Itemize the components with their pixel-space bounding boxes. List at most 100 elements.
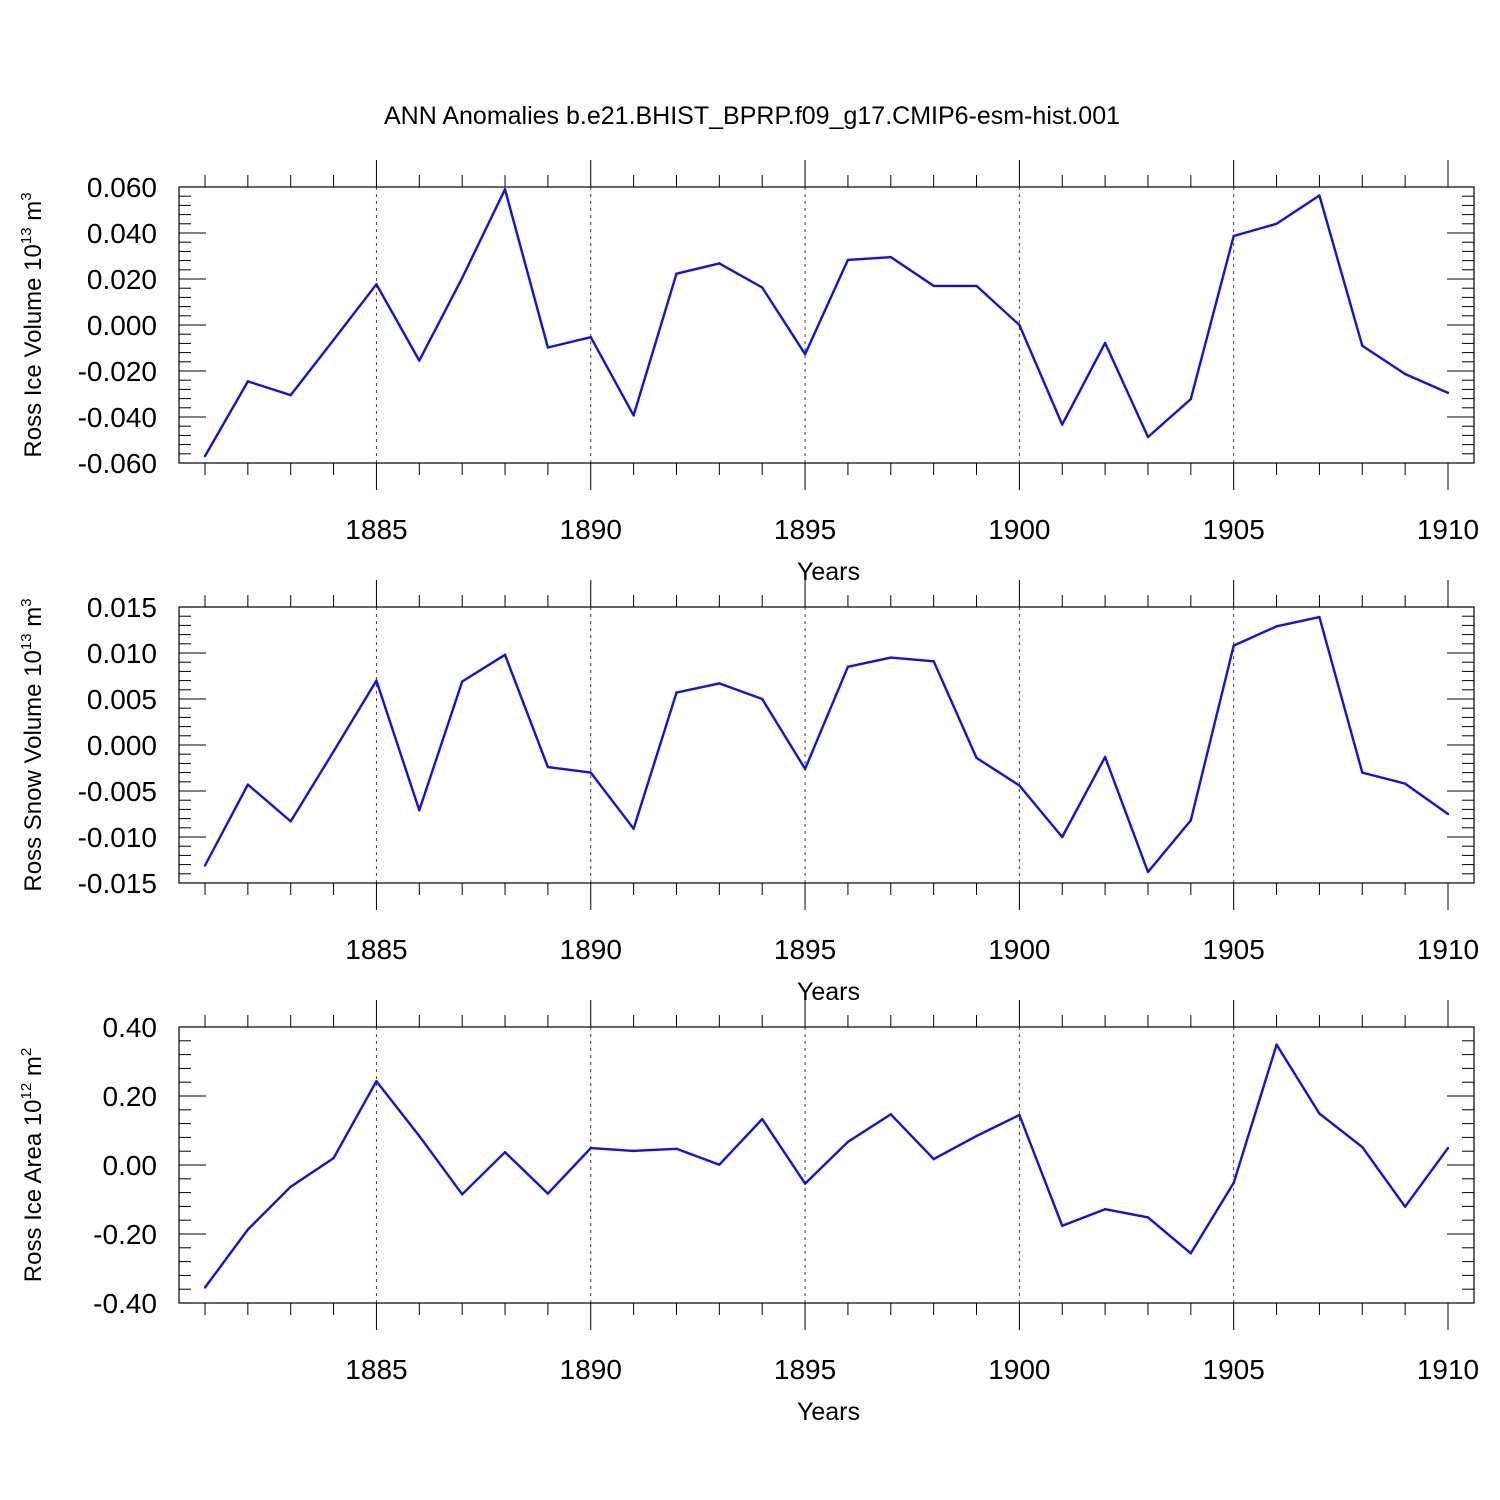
- data-point: [1446, 812, 1450, 816]
- y-tick-label: 0.00: [103, 1150, 158, 1181]
- y-axis-label-unit: m: [20, 1056, 47, 1083]
- y-tick-label: -0.20: [93, 1219, 157, 1250]
- data-point: [889, 255, 892, 259]
- data-point: [1189, 1252, 1193, 1255]
- data-point: [1018, 784, 1021, 787]
- y-tick-label: 0.40: [103, 1012, 158, 1043]
- data-point: [503, 653, 507, 657]
- plot-frame: [178, 186, 1475, 464]
- data-point: [203, 454, 207, 458]
- chart-panels: -0.060 -0.040 -0.020 0.000 0.020 0.040 0.060 18…: [18, 160, 1479, 1426]
- x-tick-label: 1905: [1203, 514, 1265, 545]
- data-point: [718, 262, 721, 265]
- y-tick-label: -0.40: [93, 1288, 157, 1319]
- data-point: [632, 414, 635, 417]
- data-point: [1275, 1043, 1278, 1046]
- data-point: [1146, 1216, 1150, 1219]
- data-point: [1318, 194, 1321, 197]
- data-point: [1189, 397, 1193, 401]
- data-point: [803, 353, 807, 356]
- data-point: [1361, 771, 1364, 774]
- y-tick-label: 0.020: [87, 264, 157, 295]
- data-point: [1232, 644, 1235, 647]
- data-point: [932, 284, 935, 288]
- x-axis-label: Years: [797, 1398, 860, 1426]
- data-point: [1061, 1224, 1064, 1227]
- chart-panel-3: -0.40 -0.20 0.00 0.20 0.40 1885 1890 1895 1900 19…: [18, 1000, 1479, 1426]
- data-point: [503, 1151, 507, 1154]
- data-point: [1446, 391, 1450, 395]
- data-point: [632, 1149, 635, 1153]
- data-point: [460, 276, 464, 280]
- plot-frame: [178, 1026, 1475, 1304]
- data-point: [289, 820, 292, 823]
- y-axis-label-unit-exponent: 2: [18, 1048, 35, 1056]
- data-point: [589, 1146, 592, 1150]
- x-tick-label: 1890: [560, 1354, 622, 1385]
- y-tick-label: 0.20: [103, 1081, 158, 1112]
- data-point: [1146, 435, 1150, 439]
- series-line: [203, 188, 1449, 457]
- series-line: [203, 615, 1449, 874]
- chart-title: ANN Anomalies b.e21.BHIST_BPRP.f09_g17.C…: [384, 102, 1120, 130]
- data-point: [589, 335, 592, 339]
- y-axis-label-exponent: 12: [18, 1083, 35, 1100]
- x-tick-label: 1890: [560, 934, 622, 965]
- x-tick-label: 1885: [345, 934, 407, 965]
- y-tick-label: -0.005: [78, 776, 157, 807]
- y-axis-label: Ross Ice Area 1012 m2: [18, 1048, 47, 1282]
- data-point: [1146, 870, 1150, 874]
- data-point: [1275, 222, 1278, 225]
- data-point: [503, 188, 507, 191]
- y-axis-label-text: Ross Ice Area 10: [20, 1099, 47, 1282]
- x-axis-label: Years: [797, 558, 860, 586]
- data-point: [675, 272, 678, 275]
- data-point: [932, 1157, 935, 1161]
- data-point: [1061, 423, 1064, 426]
- data-point: [546, 1192, 550, 1195]
- y-tick-label: -0.040: [78, 402, 157, 433]
- data-point: [975, 284, 978, 288]
- x-tick-label: 1910: [1417, 934, 1479, 965]
- y-axis-label-text: Ross Snow Volume 10: [20, 650, 47, 891]
- chart-panel-2: -0.015 -0.010 -0.005 0.000 0.005 0.010 0.015 18…: [18, 580, 1479, 1006]
- x-tick-label: 1905: [1203, 934, 1265, 965]
- y-tick-label: -0.020: [78, 356, 157, 387]
- y-axis-label-unit-exponent: 3: [18, 598, 35, 606]
- data-point: [289, 1185, 292, 1188]
- data-point: [589, 771, 592, 774]
- y-tick-label: 0.010: [87, 638, 157, 669]
- x-tick-label: 1910: [1417, 514, 1479, 545]
- y-tick-label: 0.060: [87, 172, 157, 203]
- data-point: [289, 393, 292, 397]
- data-point: [460, 1193, 464, 1196]
- data-point: [846, 258, 850, 262]
- data-point: [718, 682, 721, 685]
- x-axis-label: Years: [797, 978, 860, 1006]
- data-point: [460, 680, 464, 683]
- data-point: [1403, 372, 1407, 376]
- data-point: [332, 338, 335, 342]
- x-tick-label: 1900: [988, 934, 1050, 965]
- data-point: [418, 809, 421, 812]
- x-tick-label: 1895: [774, 514, 836, 545]
- y-axis-label-exponent: 13: [18, 227, 35, 244]
- data-point: [675, 691, 678, 694]
- y-tick-label: -0.010: [78, 822, 157, 853]
- y-tick-label: 0.040: [87, 218, 157, 249]
- data-point: [332, 1156, 335, 1160]
- data-point: [332, 750, 335, 753]
- y-tick-label: -0.015: [78, 868, 157, 899]
- y-tick-label: 0.015: [87, 592, 157, 623]
- data-point: [889, 656, 892, 659]
- data-point: [803, 1182, 807, 1185]
- x-tick-label: 1905: [1203, 1354, 1265, 1385]
- data-point: [761, 697, 764, 701]
- data-point: [203, 864, 207, 867]
- data-point: [375, 1079, 378, 1083]
- data-point: [1232, 1181, 1235, 1185]
- x-tick-label: 1885: [345, 514, 407, 545]
- data-point: [246, 1228, 250, 1231]
- data-point: [1189, 819, 1193, 822]
- data-point: [975, 756, 978, 760]
